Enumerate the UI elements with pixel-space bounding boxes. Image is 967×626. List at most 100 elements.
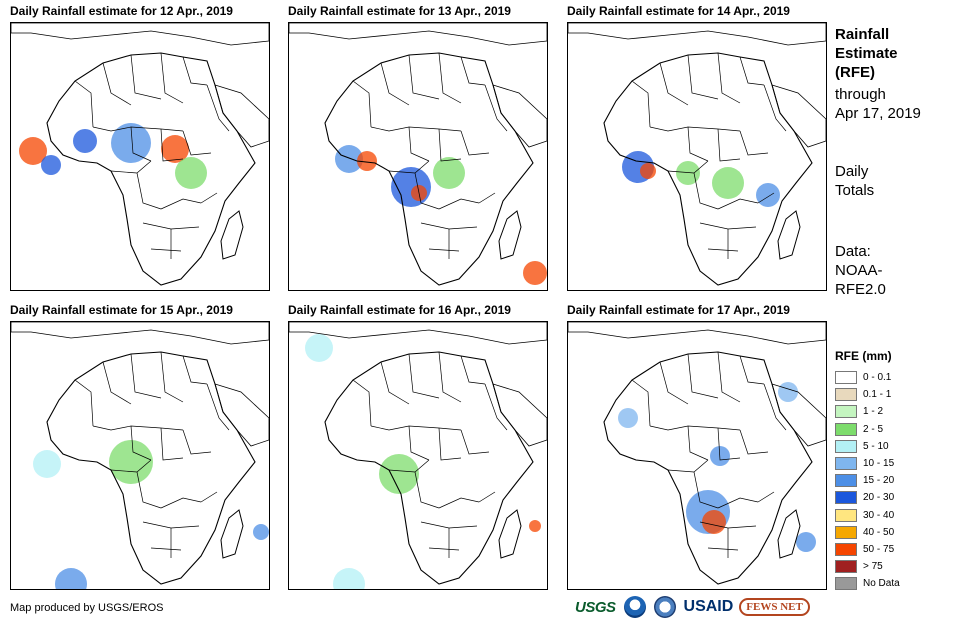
country-border	[687, 353, 719, 399]
panel-title: Daily Rainfall estimate for 17 Apr., 201…	[567, 303, 790, 317]
europe-coastline	[568, 23, 826, 46]
country-border	[130, 126, 152, 162]
madagascar-outline	[220, 210, 244, 260]
rfe-legend: RFE (mm) 0 - 0.1 0.1 - 1 1 - 2 2 - 5 5 - 10 1…	[835, 349, 900, 592]
europe-coastline	[289, 23, 547, 46]
legend-label: 15 - 20	[863, 475, 895, 487]
country-border	[352, 379, 372, 427]
country-border	[74, 80, 94, 128]
legend-label: 50 - 75	[863, 543, 895, 555]
country-border	[136, 471, 162, 509]
africa-outline	[46, 351, 256, 585]
country-border	[484, 383, 508, 431]
product-title-line: Rainfall	[835, 26, 890, 43]
country-border	[420, 521, 478, 529]
country-border	[460, 130, 490, 156]
map-canvas	[289, 322, 547, 589]
legend-item: 50 - 75	[835, 541, 900, 558]
country-border	[739, 56, 765, 86]
country-border	[206, 383, 230, 431]
country-border	[102, 62, 132, 106]
map-credit: Map produced by USGS/EROS	[10, 602, 164, 614]
legend-swatch	[835, 439, 857, 453]
rainfall-area	[19, 137, 47, 165]
country-border	[420, 222, 478, 230]
legend-swatch	[835, 474, 857, 488]
country-border	[631, 80, 651, 128]
legend-item: 0.1 - 1	[835, 386, 900, 403]
country-border	[160, 128, 184, 162]
country-border	[136, 172, 162, 210]
country-border	[739, 429, 769, 455]
arabia-outline	[214, 84, 269, 148]
legend-item: > 75	[835, 558, 900, 575]
country-border	[717, 128, 741, 162]
country-border	[739, 355, 765, 385]
country-border	[130, 353, 162, 399]
country-border	[739, 130, 769, 156]
totals-label: Daily Totals	[835, 162, 874, 200]
country-border	[182, 355, 208, 385]
country-border	[370, 126, 462, 132]
country-border	[160, 198, 202, 210]
legend-label: 40 - 50	[863, 526, 895, 538]
europe-coastline	[568, 322, 826, 345]
product-title: Rainfall Estimate (RFE)	[835, 25, 898, 82]
rainfall-area	[379, 454, 419, 494]
panel-title: Daily Rainfall estimate for 14 Apr., 201…	[567, 4, 790, 18]
rainfall-map	[288, 321, 548, 590]
rainfall-area	[796, 532, 816, 552]
country-border	[631, 379, 651, 427]
country-border	[428, 248, 460, 252]
rainfall-area	[640, 163, 656, 179]
europe-coastline	[11, 322, 269, 345]
country-border	[150, 547, 182, 551]
country-border	[206, 84, 230, 132]
country-border	[717, 351, 741, 403]
country-border	[438, 128, 462, 162]
madagascar-outline	[498, 210, 522, 260]
legend-label: 30 - 40	[863, 509, 895, 521]
rainfall-area	[357, 151, 377, 171]
country-border	[182, 56, 208, 86]
data-source-line: Data:	[835, 243, 871, 260]
legend-label: 5 - 10	[863, 440, 889, 452]
rainfall-area	[523, 261, 547, 285]
country-border	[160, 52, 184, 104]
country-border	[460, 56, 486, 86]
legend-item: 30 - 40	[835, 507, 900, 524]
arabia-outline	[771, 84, 826, 148]
europe-coastline	[289, 322, 547, 345]
product-title-line: Estimate	[835, 45, 898, 62]
madagascar-outline	[777, 210, 801, 260]
country-border	[717, 427, 741, 461]
country-border	[659, 361, 689, 405]
totals-line: Totals	[835, 182, 875, 199]
fews-net-logo: FEWS NET	[739, 598, 810, 616]
rainfall-area	[41, 155, 61, 175]
rainfall-area	[618, 408, 638, 428]
rainfall-area	[529, 520, 541, 532]
country-border	[484, 84, 508, 132]
country-border	[74, 379, 94, 427]
map-panel-apr-12: Daily Rainfall estimate for 12 Apr., 201…	[10, 4, 272, 291]
country-border	[92, 425, 184, 431]
rainfall-area	[712, 167, 744, 199]
legend-label: 20 - 30	[863, 492, 895, 504]
legend-label: 10 - 15	[863, 458, 895, 470]
legend-label: No Data	[863, 578, 900, 590]
map-panel-apr-14: Daily Rainfall estimate for 14 Apr., 201…	[567, 4, 829, 291]
legend-swatch	[835, 491, 857, 505]
africa-outline	[46, 52, 256, 286]
legend-swatch	[835, 371, 857, 385]
rainfall-area	[333, 568, 365, 589]
legend-item: 1 - 2	[835, 403, 900, 420]
country-border	[200, 491, 218, 503]
country-border	[667, 459, 709, 473]
country-border	[687, 54, 719, 100]
legend-item: 40 - 50	[835, 524, 900, 541]
product-title-line: (RFE)	[835, 64, 875, 81]
europe-coastline	[11, 23, 269, 46]
rainfall-area	[305, 334, 333, 362]
map-canvas	[11, 23, 269, 286]
